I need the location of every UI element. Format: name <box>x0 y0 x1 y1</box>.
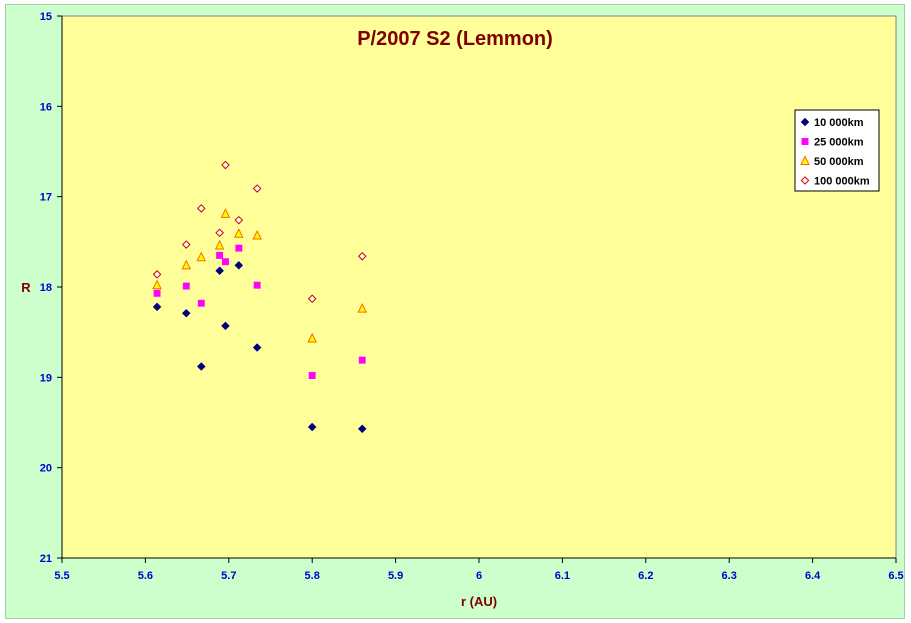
legend-marker-series-2 <box>801 138 809 145</box>
x-axis-title: r (AU) <box>461 594 497 609</box>
data-point-series-4 <box>181 240 191 249</box>
data-point-series-2 <box>216 251 224 259</box>
x-tick-label: 5.6 <box>138 570 153 582</box>
data-point-series-1 <box>357 424 367 434</box>
x-tick-label: 6.1 <box>555 570 570 582</box>
data-point-series-4 <box>221 160 230 170</box>
legend-label-series-2: 25 000km <box>814 137 864 149</box>
x-tick-label: 6.2 <box>638 570 653 582</box>
data-point-series-2 <box>197 299 205 307</box>
data-point-series-3 <box>196 251 207 262</box>
data-point-series-4 <box>152 270 162 279</box>
y-tick-label: 15 <box>40 11 52 23</box>
data-point-series-4 <box>252 184 262 193</box>
legend-label-series-1: 10 000km <box>814 117 864 129</box>
y-axis-title: R <box>21 280 31 295</box>
data-point-series-2 <box>153 289 161 297</box>
data-point-series-3 <box>220 208 231 218</box>
y-tick-label: 20 <box>40 463 52 475</box>
legend-label-series-3: 50 000km <box>814 156 864 168</box>
x-tick-label: 5.5 <box>54 570 69 582</box>
y-tick-label: 19 <box>40 372 52 384</box>
x-tick-label: 5.8 <box>305 570 320 582</box>
data-point-series-4 <box>234 215 244 225</box>
data-point-series-1 <box>221 321 230 331</box>
y-tick-label: 16 <box>40 101 52 113</box>
chart-title: P/2007 S2 (Lemmon) <box>357 28 553 50</box>
data-point-series-2 <box>182 282 190 290</box>
x-tick-label: 5.7 <box>221 570 236 582</box>
legend-marker-series-4 <box>800 176 810 185</box>
x-tick-label: 6.5 <box>888 570 903 582</box>
data-point-series-1 <box>196 362 206 371</box>
data-point-series-2 <box>308 372 316 379</box>
data-point-series-3 <box>307 332 318 343</box>
y-tick-label: 18 <box>40 282 52 294</box>
x-tick-label: 6 <box>476 570 482 582</box>
data-point-series-1 <box>252 343 262 352</box>
x-tick-label: 5.9 <box>388 570 403 582</box>
data-point-series-3 <box>252 229 262 240</box>
data-point-series-3 <box>152 279 162 290</box>
legend-label-series-4: 100 000km <box>814 176 870 188</box>
plot-area <box>61 15 897 559</box>
y-tick-label: 21 <box>40 553 52 565</box>
data-point-series-2 <box>253 281 261 289</box>
data-point-series-4 <box>357 251 367 261</box>
data-point-series-4 <box>215 228 224 238</box>
data-point-series-3 <box>357 303 368 313</box>
data-point-series-2 <box>235 244 243 252</box>
data-point-series-4 <box>196 204 206 213</box>
x-tick-label: 6.3 <box>722 570 737 582</box>
data-point-series-2 <box>222 258 229 266</box>
x-tick-label: 6.4 <box>805 570 821 582</box>
legend-box <box>794 109 880 192</box>
data-point-series-3 <box>233 228 244 238</box>
y-tick-label: 17 <box>40 192 52 204</box>
data-point-series-1 <box>152 302 162 312</box>
data-point-series-3 <box>214 239 225 250</box>
data-point-series-1 <box>181 308 191 318</box>
data-point-series-3 <box>181 259 192 270</box>
legend-marker-series-3 <box>800 155 810 165</box>
data-point-series-2 <box>358 356 366 364</box>
legend-marker-series-1 <box>800 117 810 127</box>
data-point-series-1 <box>234 260 244 270</box>
data-point-series-1 <box>307 422 317 432</box>
data-point-series-4 <box>307 294 317 304</box>
data-point-series-1 <box>215 266 224 276</box>
